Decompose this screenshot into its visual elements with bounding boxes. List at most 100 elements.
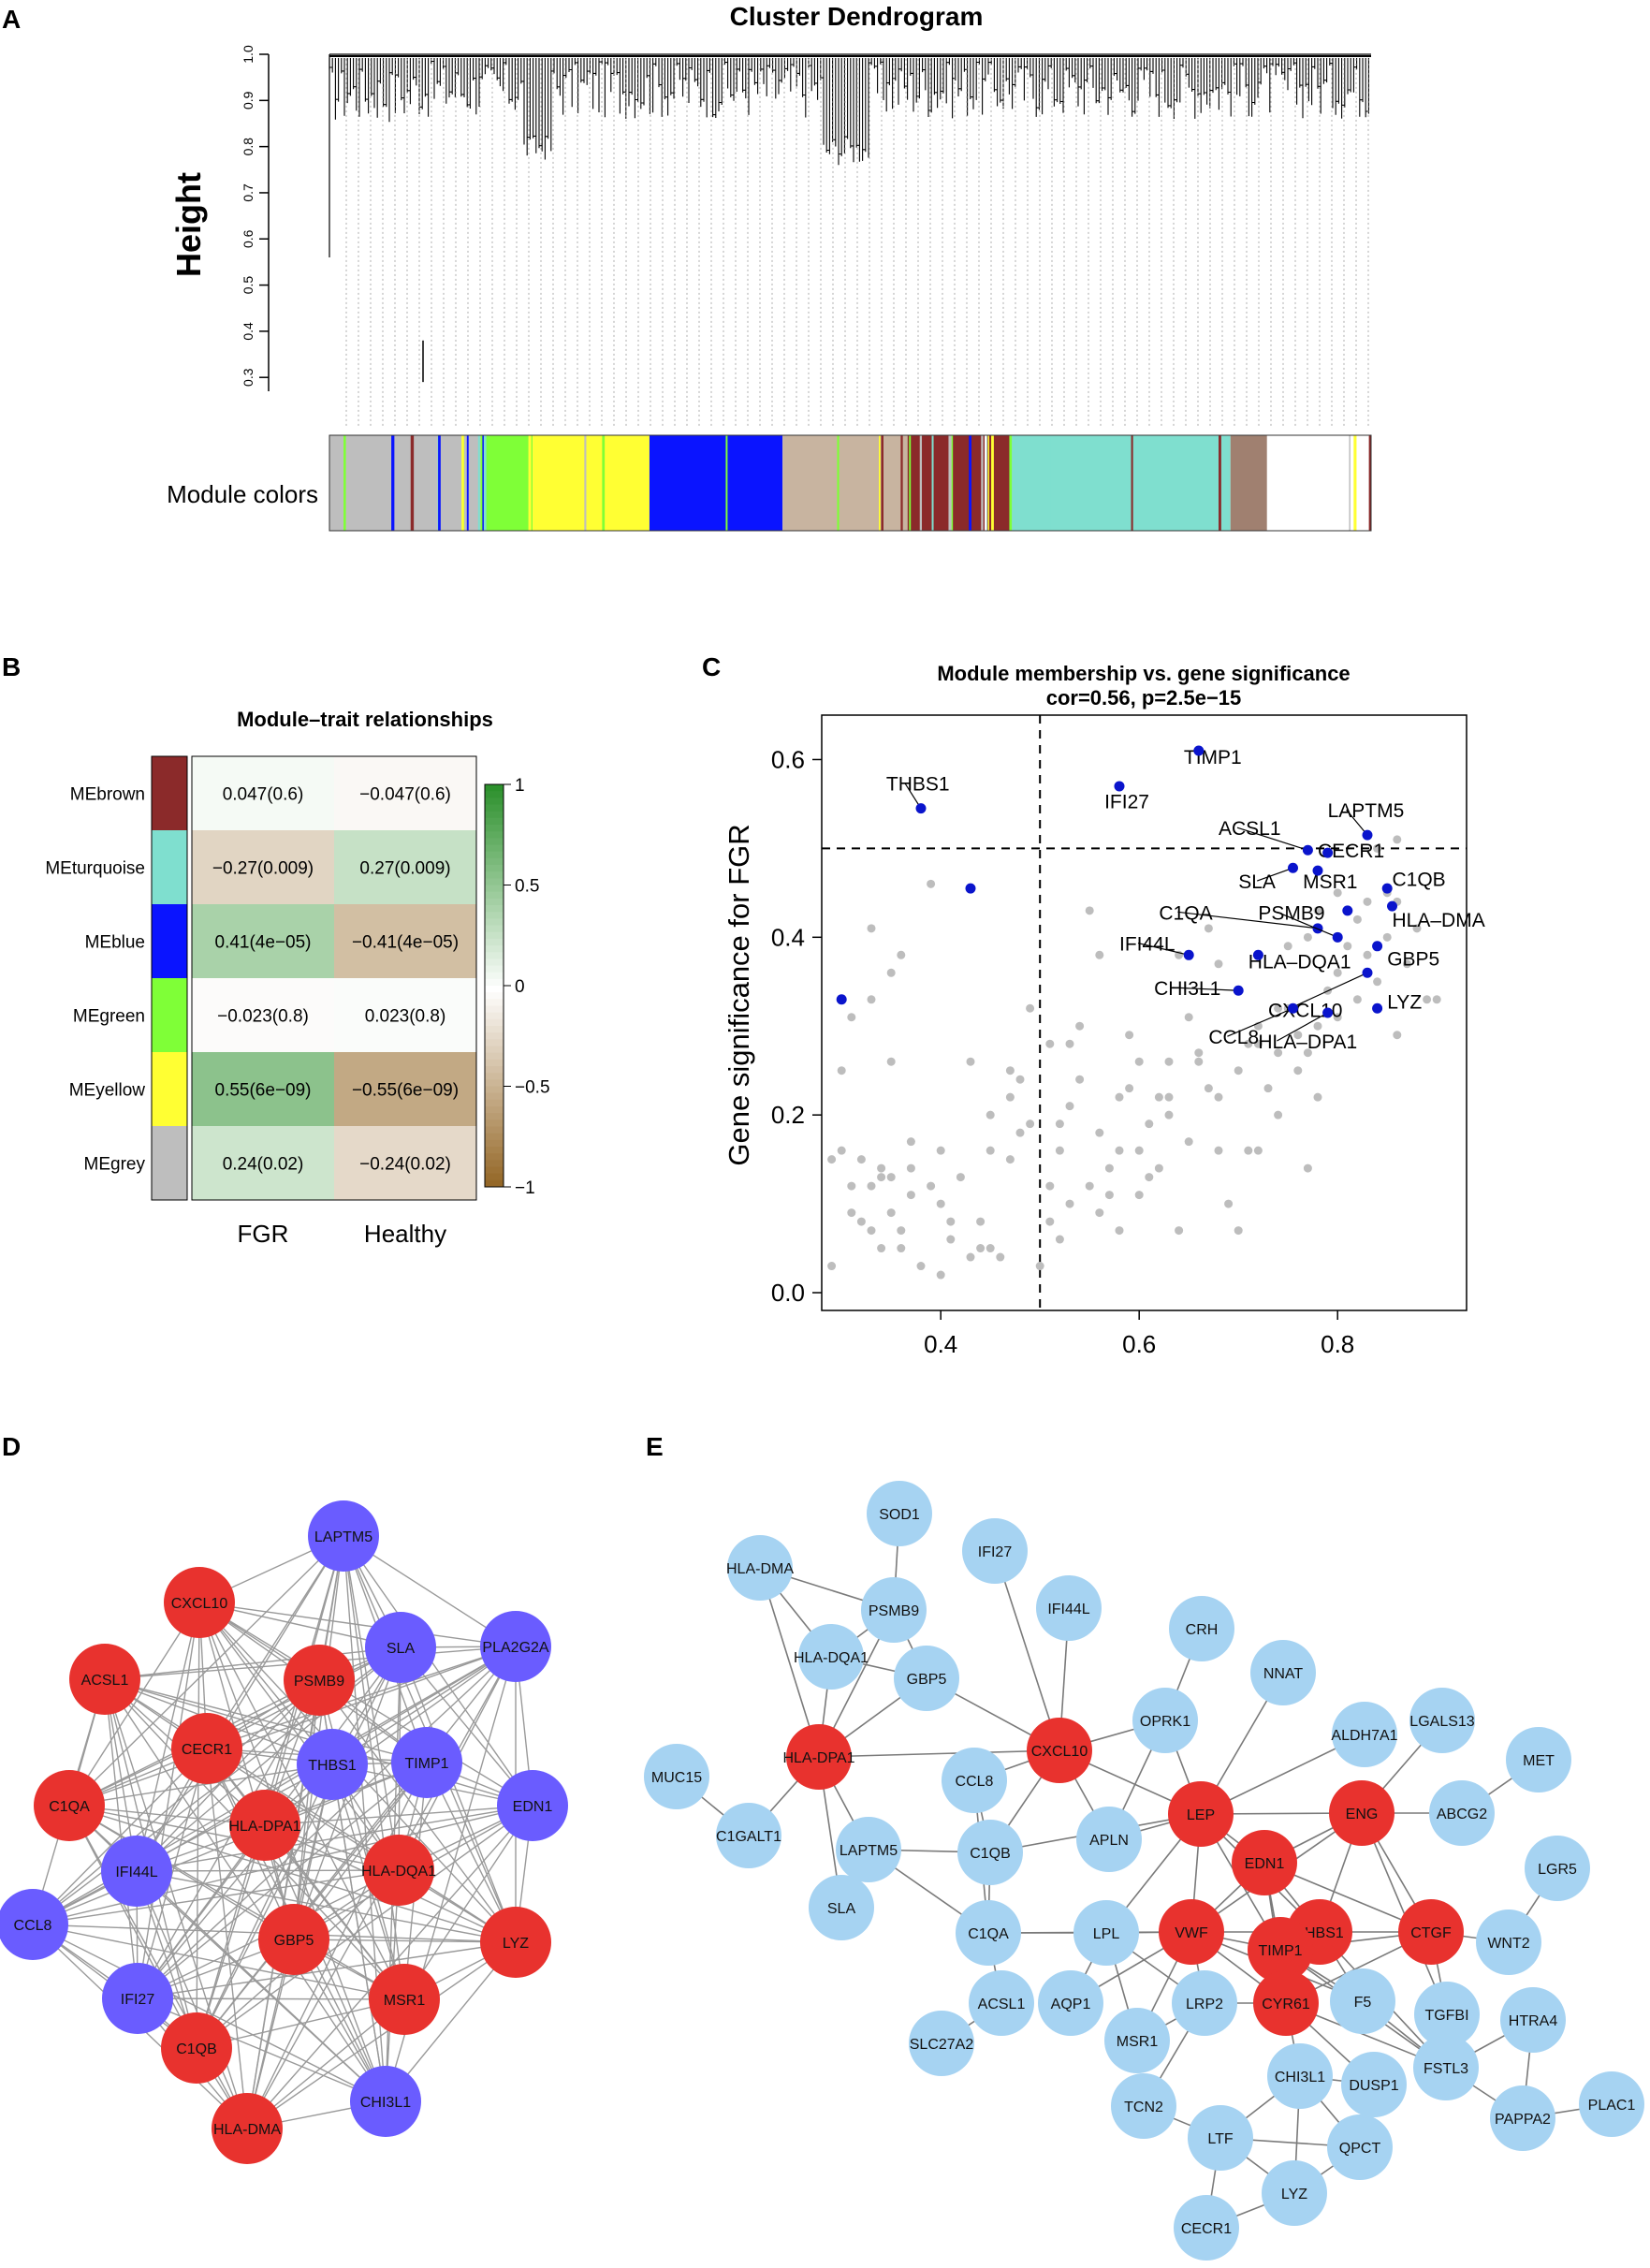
network-edge — [32, 1762, 428, 1925]
legend-gradient-step — [485, 1153, 504, 1161]
module-color-stripe — [461, 435, 464, 531]
legend-gradient-step — [485, 965, 504, 973]
data-point-grey — [1164, 1057, 1174, 1066]
network-node-circle — [369, 1964, 440, 2035]
data-point-grey — [946, 1235, 956, 1244]
network-edge — [137, 1941, 517, 1999]
network-node-circle — [1253, 1970, 1319, 2036]
data-point-blue — [1332, 931, 1343, 943]
network-node-circle — [1409, 1688, 1475, 1753]
network-node-label: LGR5 — [1538, 1862, 1577, 1878]
network-node-circle — [0, 1889, 68, 1960]
network-edge — [264, 1824, 387, 2102]
data-point-grey — [1104, 1191, 1114, 1200]
network-node: ACSL1 — [69, 1644, 140, 1715]
network-node-label: F5 — [1354, 1995, 1372, 2011]
dendrogram-y-tick-label: 0.6 — [241, 229, 256, 248]
module-color-stripe — [990, 435, 994, 531]
data-point-grey — [886, 1057, 896, 1066]
point-label-leader — [1346, 809, 1368, 836]
network-node-label: HLA-DPA1 — [782, 1750, 854, 1766]
data-point-grey — [1095, 1208, 1104, 1218]
point-label: C1QA — [1159, 902, 1212, 924]
network-node-circle — [1132, 1688, 1198, 1753]
module-color-stripe — [881, 435, 883, 531]
network-node-label: C1QA — [49, 1799, 90, 1815]
network-edge — [198, 1602, 517, 1647]
network-node-circle — [365, 1612, 436, 1683]
network-edge — [32, 1763, 333, 1925]
legend-gradient-step — [485, 999, 504, 1006]
network-node-label: PLAC1 — [1588, 2098, 1636, 2114]
network-node-label: QPCT — [1339, 2141, 1381, 2157]
network-edge — [137, 1824, 266, 1999]
network-node: PAPPA2 — [1490, 2085, 1555, 2151]
data-point-grey — [1065, 1039, 1074, 1048]
network-node: ALDH7A1 — [1331, 1702, 1398, 1767]
network-node-circle — [1329, 1780, 1394, 1846]
data-point-blue — [1183, 949, 1194, 960]
data-point-grey — [1125, 1084, 1134, 1093]
data-point-grey — [996, 1252, 1005, 1262]
data-point-grey — [1026, 1003, 1035, 1013]
network-node: MET — [1506, 1727, 1571, 1792]
network-edge — [32, 1924, 387, 2102]
legend-tick-label: 1 — [515, 776, 525, 796]
network-node: ABCG2 — [1429, 1780, 1495, 1846]
heatmap-cell — [334, 1126, 476, 1200]
network-node-circle — [909, 2011, 974, 2076]
data-point-grey — [1015, 1128, 1025, 1137]
network-node-circle — [1073, 1900, 1139, 1966]
network-node: SLA — [365, 1612, 436, 1683]
network-node-label: ACSL1 — [81, 1673, 129, 1689]
data-point-grey — [1104, 1163, 1114, 1173]
data-point-grey — [1373, 843, 1382, 853]
heatmap-cell — [192, 756, 334, 830]
data-point-grey — [897, 1244, 906, 1253]
data-point-grey — [1065, 1102, 1074, 1111]
data-point-blue — [1322, 847, 1334, 858]
point-label: CHI3L1 — [1154, 978, 1220, 1000]
network-node-label: MSR1 — [1117, 2034, 1159, 2050]
heatmap-cell — [192, 904, 334, 978]
network-node: IFI27 — [102, 1963, 173, 2034]
data-point-grey — [847, 1181, 856, 1191]
network-node-circle — [1579, 2071, 1644, 2137]
network-edge — [104, 1678, 139, 1999]
x-tick-label: 0.6 — [1122, 1330, 1156, 1358]
data-point-grey — [1382, 932, 1392, 942]
legend-gradient-step — [485, 912, 504, 919]
network-node: NNAT — [1250, 1640, 1316, 1705]
legend-gradient-step — [485, 1066, 504, 1074]
network-edge — [331, 1646, 517, 1765]
legend-gradient-step — [485, 891, 504, 900]
data-point-blue — [1381, 883, 1393, 894]
network-node: MUC15 — [644, 1744, 709, 1809]
module-color-block — [782, 435, 908, 531]
network-node-label: HLA-DQA1 — [361, 1864, 436, 1880]
network-node-circle — [1111, 2073, 1176, 2139]
network-node-label: SLA — [827, 1901, 856, 1917]
network-node: C1QB — [161, 2012, 232, 2084]
module-color-stripe — [482, 435, 484, 531]
data-point-grey — [1145, 1119, 1154, 1129]
network-node: AQP1 — [1038, 1970, 1103, 2036]
legend-gradient-step — [485, 1018, 504, 1027]
heatmap-column-label: Healthy — [364, 1220, 446, 1248]
network-node-circle — [1169, 1596, 1234, 1661]
x-tick-label: 0.8 — [1321, 1330, 1354, 1358]
module-color-stripe — [988, 435, 992, 531]
y-tick-label: 0.0 — [771, 1279, 805, 1307]
network-node: LAPTM5 — [308, 1500, 379, 1572]
network-node-circle — [1036, 1575, 1102, 1641]
legend-gradient-step — [485, 831, 504, 839]
module-color-stripe — [1349, 435, 1351, 531]
network-node-circle — [798, 1624, 864, 1690]
network-edge — [206, 1748, 400, 1871]
network-node-label: MET — [1523, 1753, 1555, 1769]
data-point-grey — [946, 1217, 956, 1226]
data-point-grey — [1204, 1084, 1213, 1093]
legend-gradient-step — [485, 1039, 504, 1046]
scatter-y-label: Gene significance for FGR — [723, 824, 755, 1165]
network-e: SOD1 HLA-DMA IFI27 PSMB9 IFI44L HLA-DQA1 CRH GB… — [644, 1481, 1644, 2261]
